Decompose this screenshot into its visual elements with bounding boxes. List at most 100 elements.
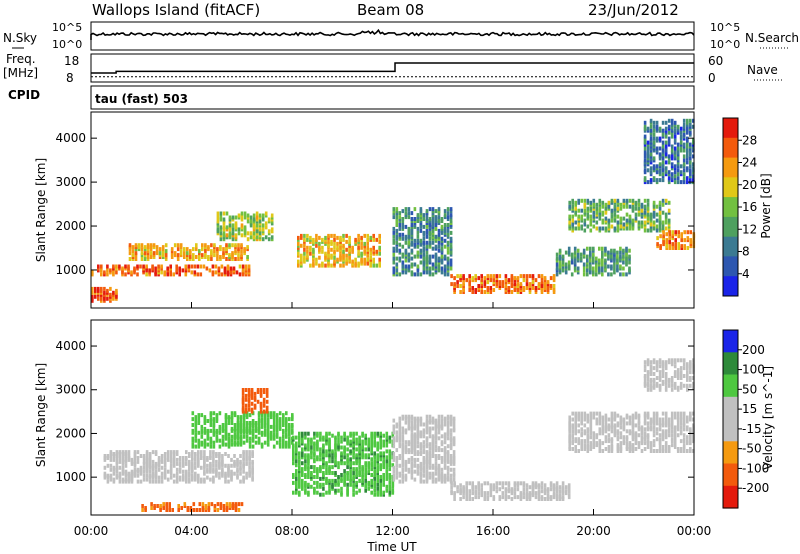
power-echo-cell [673,164,677,169]
velocity-echo-cell [416,463,420,468]
power-echo-cell [519,274,523,279]
power-echo-cell [134,251,138,256]
power-echo-cell [297,235,300,240]
velocity-echo-cell [251,465,254,470]
velocity-echo-cell [242,450,245,455]
velocity-echo-cell [574,421,577,426]
velocity-echo-cell [670,411,674,416]
velocity-echo-cell [145,473,149,478]
power-echo-cell [570,252,574,257]
velocity-echo-cell [522,481,526,486]
power-echo-cell [646,228,650,233]
power-echo-cell [241,264,245,269]
power-echo-cell [671,242,674,247]
power-echo-cell [661,226,665,231]
power-echo-cell [692,124,695,129]
power-echo-cell [407,226,411,231]
power-echo-cell [416,250,420,255]
power-echo-cell [339,253,342,258]
power-echo-cell [222,247,225,252]
power-echo-cell [270,235,274,240]
power-echo-cell [234,221,238,226]
power-echo-cell [354,257,357,262]
power-echo-cell [568,214,571,219]
velocity-echo-cell [431,471,435,476]
power-echo-cell [619,264,622,269]
velocity-echo-cell [404,428,408,433]
power-echo-cell [628,260,631,265]
velocity-echo-cell [450,481,453,486]
velocity-echo-cell [364,453,367,458]
power-echo-cell [136,272,139,277]
power-echo-band-9 [91,286,118,303]
velocity-echo-cell [661,374,665,378]
velocity-echo-cell [450,489,453,494]
power-echo-cell [582,248,586,253]
velocity-echo-cell [331,471,334,475]
power-echo-cell [667,124,671,129]
power-echo-cell [486,280,490,285]
velocity-echo-cell [689,427,692,432]
velocity-echo-cell [215,413,219,418]
velocity-echo-cell [209,461,212,466]
power-echo-cell [211,264,215,269]
velocity-echo-cell [658,427,662,432]
velocity-echo-cell [157,467,161,472]
power-echo-cell [616,266,619,271]
power-echo-cell [652,156,656,161]
velocity-echo-cell [619,441,623,446]
velocity-echo-cell [385,488,389,493]
power-echo-cell [449,213,453,218]
power-echo-cell [682,142,686,147]
velocity-echo-cell [664,419,668,424]
velocity-echo-cell [452,477,456,482]
velocity-echo-cell [443,463,447,468]
velocity-echo-cell [313,457,316,462]
power-echo-cell [576,252,580,257]
velocity-echo-cell [200,434,204,439]
velocity-echo-cell [580,411,583,416]
velocity-echo-cell [631,421,635,426]
velocity-echo-cell [244,403,248,408]
velocity-echo-cell [163,459,167,464]
velocity-echo-cell [480,483,483,488]
velocity-echo-cell [295,455,298,460]
velocity-echo-cell [206,442,210,447]
power-echo-cell [667,136,671,141]
velocity-echo-cell [670,443,674,448]
velocity-colorbar-swatch [723,330,738,353]
velocity-echo-cell [667,377,671,382]
power-echo-cell [422,252,426,257]
power-echo-cell [507,286,511,290]
velocity-echo-cell [175,475,179,480]
velocity-echo-cell [361,478,364,483]
power-echo-cell [686,148,689,153]
velocity-echo-cell [239,454,242,458]
velocity-echo-cell [212,428,216,433]
velocity-echo-cell [568,419,571,424]
power-echo-cell [643,158,647,163]
power-echo-cell [91,286,94,291]
power-echo-cell [443,254,447,259]
velocity-echo-cell [142,473,146,478]
power-echo-cell [449,207,453,212]
power-echo-cell [140,243,144,248]
velocity-echo-cell [218,438,222,443]
velocity-echo-cell [112,477,116,482]
velocity-echo-cell [658,433,662,438]
velocity-echo-cell [574,417,577,422]
velocity-echo-cell [244,407,248,412]
power-echo-cell [664,140,668,145]
velocity-echo-cell [212,459,215,464]
velocity-echo-cell [607,449,611,453]
velocity-echo-cell [154,450,158,455]
velocity-echo-band-5 [568,411,695,453]
velocity-echo-cell [428,434,432,439]
velocity-echo-cell [664,411,668,416]
velocity-echo-cell [201,506,205,510]
power-echo-cell [226,270,230,275]
power-echo-cell [249,215,253,220]
velocity-echo-cell [364,433,367,438]
velocity-echo-cell [355,473,358,477]
